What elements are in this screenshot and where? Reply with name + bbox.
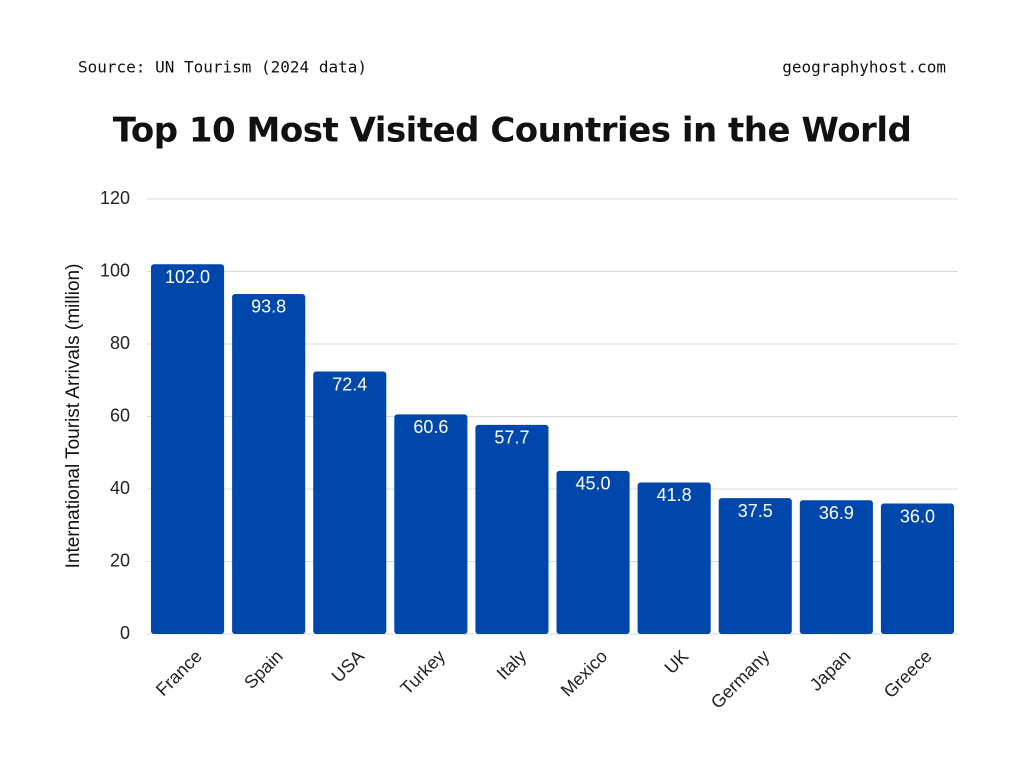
value-label: 72.4 bbox=[332, 374, 367, 394]
y-tick-label: 40 bbox=[110, 478, 130, 498]
value-label: 37.5 bbox=[738, 501, 773, 521]
value-label: 102.0 bbox=[165, 267, 210, 287]
x-tick-label: Italy bbox=[493, 646, 530, 683]
x-tick-label: Japan bbox=[806, 646, 855, 695]
bar bbox=[880, 503, 954, 634]
x-tick-label: France bbox=[152, 646, 206, 700]
x-tick-label: Germany bbox=[707, 646, 773, 712]
chart-title: Top 10 Most Visited Countries in the Wor… bbox=[113, 111, 912, 151]
value-label: 36.0 bbox=[900, 506, 935, 526]
bar bbox=[556, 470, 630, 634]
x-tick-label: Mexico bbox=[557, 646, 611, 700]
x-tick-label: USA bbox=[328, 646, 368, 686]
bar bbox=[232, 293, 306, 634]
x-tick-label: Turkey bbox=[396, 646, 449, 699]
bar bbox=[151, 264, 225, 634]
y-axis-label: International Tourist Arrivals (million) bbox=[63, 264, 84, 569]
bar bbox=[718, 498, 792, 634]
bar bbox=[313, 371, 387, 634]
source-note: Source: UN Tourism (2024 data) bbox=[78, 58, 367, 77]
credit-note: geographyhost.com bbox=[782, 58, 946, 77]
value-label: 60.6 bbox=[413, 417, 448, 437]
x-tick-label: UK bbox=[661, 646, 693, 678]
value-label: 93.8 bbox=[251, 297, 286, 317]
bar bbox=[394, 414, 468, 634]
y-tick-label: 120 bbox=[100, 188, 130, 208]
y-tick-label: 80 bbox=[110, 333, 130, 353]
value-label: 41.8 bbox=[657, 485, 692, 505]
value-label: 45.0 bbox=[576, 474, 611, 494]
x-tick-label: Greece bbox=[880, 646, 936, 702]
bar bbox=[637, 482, 711, 634]
y-tick-label: 100 bbox=[100, 260, 130, 280]
x-tick-label: Spain bbox=[240, 646, 287, 693]
value-label: 36.9 bbox=[819, 503, 854, 523]
bar bbox=[799, 500, 873, 634]
bar bbox=[475, 424, 549, 634]
y-tick-label: 60 bbox=[110, 405, 130, 425]
y-tick-label: 0 bbox=[120, 623, 130, 643]
value-label: 57.7 bbox=[494, 428, 529, 448]
y-tick-label: 20 bbox=[110, 550, 130, 570]
